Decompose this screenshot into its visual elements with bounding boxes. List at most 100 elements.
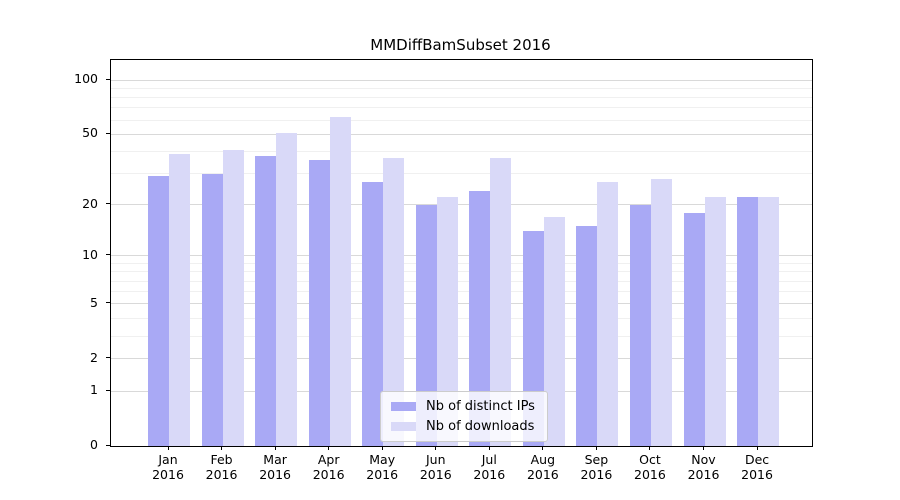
y-tick-label: 2 [90, 349, 98, 365]
x-tick-month: Sep [584, 452, 609, 467]
gridline-minor [111, 280, 812, 282]
gridline-minor [111, 317, 812, 319]
y-tick-label: 50 [82, 125, 98, 141]
x-tick-year: 2016 [419, 467, 452, 482]
plot-area: Nb of distinct IPs Nb of downloads [110, 59, 813, 447]
x-tick [435, 446, 437, 450]
bar-jan-downloads [169, 153, 190, 446]
bar-jul-downloads [490, 157, 512, 446]
bar-feb-downloads [222, 149, 244, 446]
bar-dec-ips [737, 197, 759, 446]
x-tick-label-oct: Oct 2016 [622, 452, 678, 482]
y-tick [106, 302, 110, 304]
gridline-major [111, 204, 812, 206]
legend-item-distinct-ips: Nb of distinct IPs [391, 399, 535, 414]
gridline-minor [111, 335, 812, 337]
y-tick [106, 357, 110, 359]
y-tick-label: 5 [90, 294, 98, 310]
x-tick-label-may: May 2016 [354, 452, 410, 482]
bar-sep-downloads [597, 181, 619, 446]
bar-may-ips [362, 181, 384, 446]
bar-may-downloads [383, 157, 405, 446]
x-tick-label-mar: Mar 2016 [247, 452, 303, 482]
bar-jun-downloads [436, 197, 458, 446]
bars-layer [111, 60, 812, 446]
bar-dec-downloads [758, 197, 780, 446]
gridline-major [111, 255, 812, 257]
x-tick-year: 2016 [634, 467, 666, 482]
legend-label-downloads: Nb of downloads [426, 419, 535, 434]
x-tick-label-sep: Sep 2016 [568, 452, 624, 482]
x-tick [488, 446, 490, 450]
bar-apr-downloads [329, 117, 351, 446]
bar-feb-ips [201, 173, 223, 446]
y-tick-label: 20 [82, 195, 98, 211]
x-tick-label-jul: Jul 2016 [461, 452, 517, 482]
x-tick-year: 2016 [687, 467, 720, 482]
gridline-minor [111, 151, 812, 153]
bar-nov-ips [683, 212, 705, 446]
x-tick-year: 2016 [259, 467, 291, 482]
legend-swatch-distinct-ips [391, 402, 416, 411]
x-tick-year: 2016 [152, 467, 184, 482]
legend: Nb of distinct IPs Nb of downloads [380, 391, 548, 442]
x-tick-month: Dec [744, 452, 770, 467]
y-tick [106, 389, 110, 391]
x-tick-label-feb: Feb 2016 [194, 452, 250, 482]
gridline-minor [111, 262, 812, 264]
x-tick-month: Feb [210, 452, 233, 467]
bar-oct-ips [629, 204, 651, 446]
gridline-major [111, 358, 812, 360]
x-tick-month: Jul [481, 452, 497, 467]
x-tick-label-dec: Dec 2016 [729, 452, 785, 482]
x-tick-month: Aug [530, 452, 556, 467]
x-tick-month: Jun [425, 452, 446, 467]
x-tick-month: Nov [691, 452, 716, 467]
bar-nov-downloads [704, 197, 726, 446]
x-tick-year: 2016 [205, 467, 238, 482]
x-tick [649, 446, 651, 450]
bar-aug-downloads [543, 216, 565, 446]
x-tick-year: 2016 [312, 467, 345, 482]
chart-title: MMDiffBamSubset 2016 [370, 36, 551, 54]
gridline-major [111, 79, 812, 81]
y-tick-label: 0 [90, 437, 98, 452]
bar-mar-downloads [276, 132, 298, 446]
legend-swatch-downloads [391, 422, 416, 431]
gridline-minor [111, 97, 812, 99]
x-tick-label-jan: Jan 2016 [140, 452, 196, 482]
x-tick-year: 2016 [741, 467, 773, 482]
x-tick-year: 2016 [526, 467, 559, 482]
gridline-major [111, 133, 812, 135]
x-tick [542, 446, 544, 450]
x-tick [756, 446, 758, 450]
y-tick [106, 132, 110, 134]
legend-label-distinct-ips: Nb of distinct IPs [426, 399, 535, 414]
x-tick [703, 446, 704, 450]
x-tick [167, 446, 169, 450]
gridline-minor [111, 119, 812, 121]
x-tick-year: 2016 [366, 467, 399, 482]
x-tick-year: 2016 [473, 467, 506, 482]
x-tick-month: Mar [263, 452, 287, 467]
x-tick-label-aug: Aug 2016 [515, 452, 571, 482]
gridline-major [111, 303, 812, 305]
x-tick [381, 446, 383, 450]
x-tick [221, 446, 223, 450]
gridline-minor [111, 271, 812, 273]
y-tick-label: 1 [90, 382, 98, 398]
x-tick-label-apr: Apr 2016 [301, 452, 357, 482]
bar-jun-ips [415, 204, 437, 446]
y-tick-label: 10 [82, 246, 98, 262]
x-tick-label-jun: Jun 2016 [408, 452, 464, 482]
y-tick [106, 254, 110, 256]
x-tick [595, 446, 597, 450]
y-tick [106, 78, 110, 80]
gridline-minor [111, 291, 812, 293]
x-tick-month: May [369, 452, 396, 467]
bar-jan-ips [148, 176, 169, 446]
y-tick [106, 203, 110, 205]
bar-oct-downloads [650, 179, 672, 446]
x-tick-label-nov: Nov 2016 [676, 452, 732, 482]
